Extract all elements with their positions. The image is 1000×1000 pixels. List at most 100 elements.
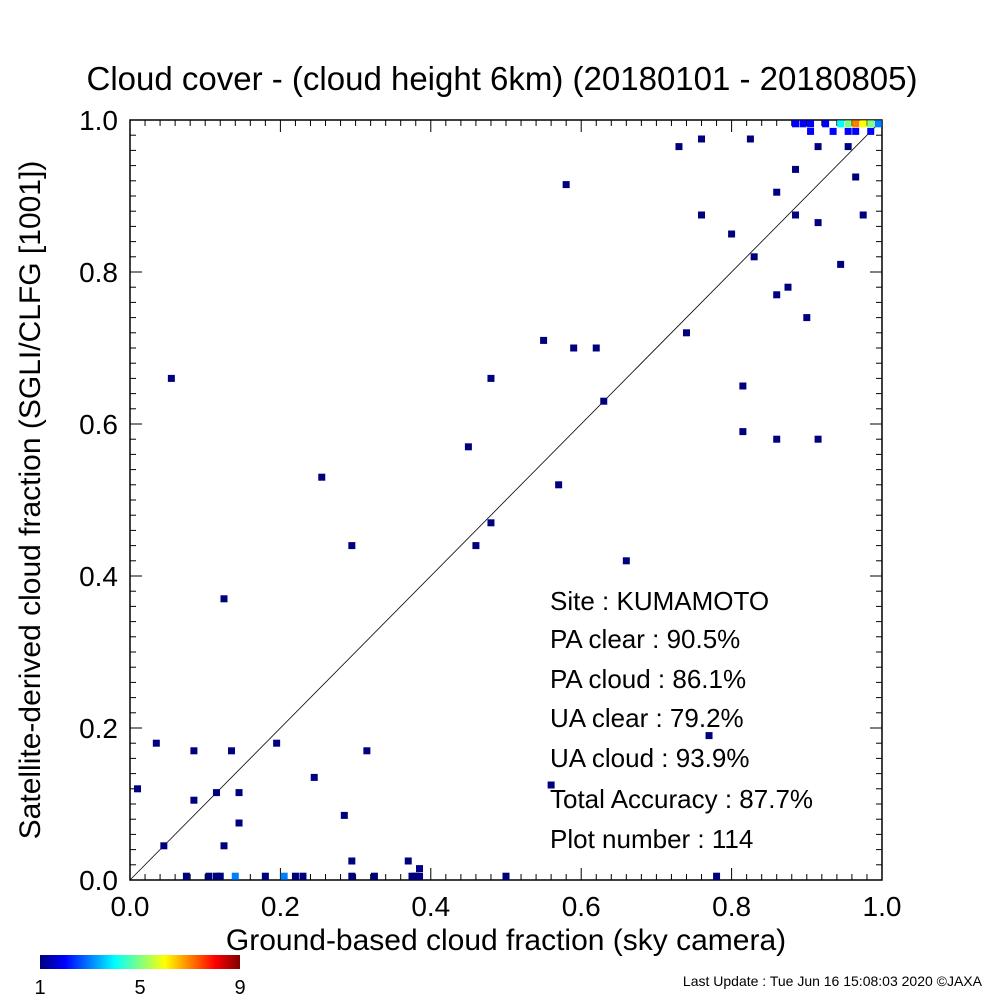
data-point <box>803 314 811 322</box>
data-point <box>682 329 690 337</box>
data-point <box>220 595 228 603</box>
data-point <box>160 842 168 850</box>
data-point <box>807 120 815 128</box>
data-point <box>182 872 190 880</box>
data-point <box>190 796 198 804</box>
y-tick-label: 0.8 <box>79 257 118 288</box>
data-point <box>562 181 570 189</box>
site-label: Site : KUMAMOTO <box>550 586 769 616</box>
data-point <box>547 781 555 789</box>
plot-number-label: Plot number : 114 <box>550 824 753 854</box>
colorbar-tick-label: 5 <box>134 977 145 999</box>
data-point <box>792 120 800 128</box>
data-point <box>814 143 822 151</box>
pa-cloud-label: PA cloud : 86.1% <box>550 664 746 694</box>
data-point <box>844 120 852 128</box>
data-point <box>472 542 480 550</box>
data-point <box>348 857 356 865</box>
data-point <box>216 872 224 880</box>
data-point <box>348 542 356 550</box>
data-point <box>220 842 228 850</box>
colorbar-tick-label: 1 <box>34 977 45 999</box>
data-point <box>412 872 420 880</box>
data-point <box>600 397 608 405</box>
data-point <box>675 143 683 151</box>
data-point <box>829 127 837 135</box>
data-point <box>152 739 160 747</box>
data-point <box>867 127 875 135</box>
ua-cloud-label: UA cloud : 93.9% <box>550 743 749 773</box>
data-point <box>261 872 269 880</box>
data-point <box>814 435 822 443</box>
data-point <box>280 872 288 880</box>
minor-ticks <box>129 119 883 881</box>
ua-clear-label: UA clear : 79.2% <box>550 703 744 733</box>
data-point <box>728 230 736 238</box>
data-point <box>852 173 860 181</box>
data-point <box>698 211 706 219</box>
data-point <box>235 819 243 827</box>
data-point <box>348 872 356 880</box>
x-tick-label: 0.6 <box>562 891 601 922</box>
y-tick-label: 1.0 <box>79 105 118 136</box>
y-tick-labels: 0.0 0.2 0.4 0.6 0.8 1.0 <box>79 105 118 896</box>
chart-title: Cloud cover - (cloud height 6km) (201801… <box>87 60 918 97</box>
data-point <box>291 872 299 880</box>
data-point <box>713 872 721 880</box>
data-point <box>844 127 852 135</box>
y-tick-label: 0.2 <box>79 713 118 744</box>
data-point <box>363 747 371 755</box>
data-point <box>416 872 424 880</box>
x-tick-label: 0.8 <box>712 891 751 922</box>
y-axis-label: Satellite-derived cloud fraction (SGLI/C… <box>14 161 47 840</box>
data-point <box>799 120 807 128</box>
data-point <box>502 872 510 880</box>
data-point <box>792 165 800 173</box>
data-point <box>874 120 882 128</box>
data-point <box>487 374 495 382</box>
data-point <box>822 120 830 128</box>
data-point <box>773 435 781 443</box>
y-tick-label: 0.6 <box>79 409 118 440</box>
data-point <box>487 519 495 527</box>
footer-update: Last Update : Tue Jun 16 15:08:03 2020 ©… <box>683 973 983 989</box>
data-point <box>773 291 781 299</box>
data-point <box>773 188 781 196</box>
data-point <box>340 811 348 819</box>
data-point <box>416 865 424 873</box>
x-tick-label: 0.2 <box>261 891 300 922</box>
data-point <box>784 283 792 291</box>
data-point <box>228 747 236 755</box>
data-point <box>852 120 860 128</box>
data-point <box>570 344 578 352</box>
y-tick-label: 0.0 <box>79 865 118 896</box>
data-point <box>859 211 867 219</box>
plot-area <box>129 119 883 881</box>
colorbar-tick-labels: 1 5 9 <box>34 977 245 999</box>
data-point <box>807 127 815 135</box>
x-tick-label: 0.4 <box>411 891 450 922</box>
data-point <box>167 374 175 382</box>
x-tick-label: 0.0 <box>111 891 150 922</box>
total-accuracy-label: Total Accuracy : 87.7% <box>550 784 813 814</box>
data-point <box>212 789 220 797</box>
data-point <box>705 732 713 740</box>
data-point <box>792 211 800 219</box>
data-point <box>464 443 472 451</box>
data-point <box>212 872 220 880</box>
data-point <box>837 120 845 128</box>
data-point <box>739 382 747 390</box>
colorbar-gradient <box>40 955 240 969</box>
reference-line <box>129 119 883 881</box>
data-point <box>837 260 845 268</box>
data-points <box>134 120 882 880</box>
data-point <box>592 344 600 352</box>
data-point <box>814 219 822 227</box>
data-point <box>555 481 563 489</box>
data-point <box>205 872 213 880</box>
data-point <box>408 872 416 880</box>
data-point <box>231 872 239 880</box>
pa-clear-label: PA clear : 90.5% <box>550 624 740 654</box>
data-point <box>318 473 326 481</box>
